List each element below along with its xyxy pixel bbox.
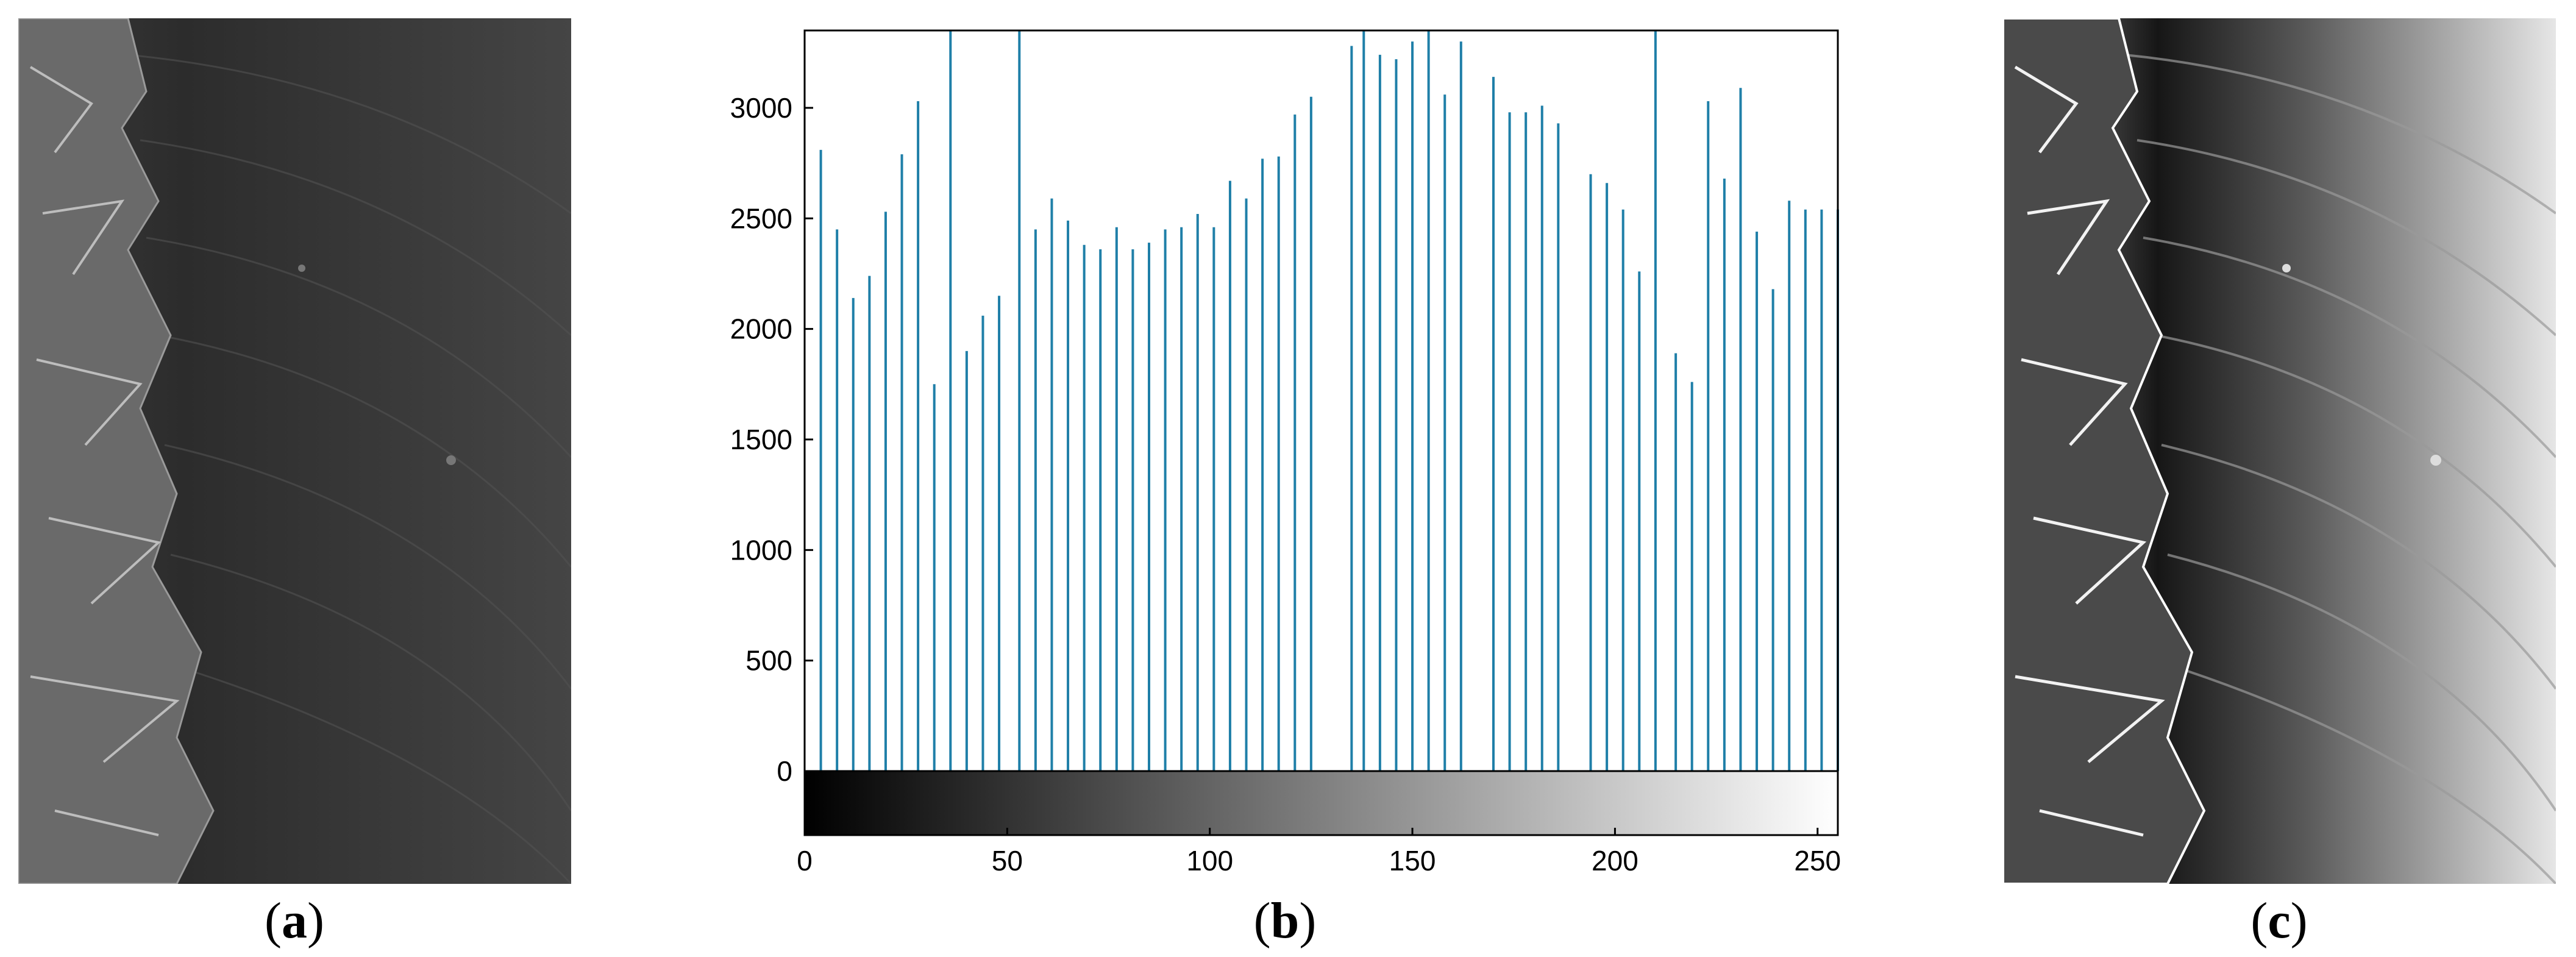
caption-b-letter: b — [1270, 892, 1300, 949]
y-tick-label: 0 — [777, 755, 792, 787]
caption-c-letter: c — [2268, 892, 2291, 949]
caption-b: (b) — [1253, 892, 1317, 949]
y-tick-label: 3000 — [730, 92, 792, 124]
plot-frame — [803, 29, 1839, 772]
caption-a-letter: a — [282, 892, 307, 949]
y-tick-label: 500 — [745, 645, 792, 677]
y-tick-label: 1000 — [730, 534, 792, 566]
x-tick-label: 0 — [797, 845, 813, 877]
grayscale-colorbar — [803, 770, 1839, 836]
sem-micrograph-equalized — [2003, 18, 2556, 884]
x-tick-label: 250 — [1794, 845, 1841, 877]
x-tick-label: 200 — [1592, 845, 1638, 877]
y-tick-label: 2000 — [730, 313, 792, 345]
sem-micrograph-original-image — [18, 18, 571, 884]
sem-micrograph-equalized-image — [2003, 18, 2556, 884]
x-tick-label: 50 — [992, 845, 1023, 877]
x-tick-label: 150 — [1389, 845, 1436, 877]
caption-c: (c) — [2250, 892, 2308, 949]
sem-micrograph-original — [18, 18, 571, 884]
y-tick-label: 1500 — [730, 424, 792, 455]
x-tick-label: 100 — [1186, 845, 1233, 877]
histogram-svg: 0 500 1000 1500 2000 2500 3000 0 50 100 150 200 250 — [730, 29, 1841, 877]
histogram-chart: 0 500 1000 1500 2000 2500 3000 0 50 100 150 200 250 — [683, 18, 1877, 890]
caption-a: (a) — [265, 892, 324, 949]
y-tick-label: 2500 — [730, 202, 792, 234]
